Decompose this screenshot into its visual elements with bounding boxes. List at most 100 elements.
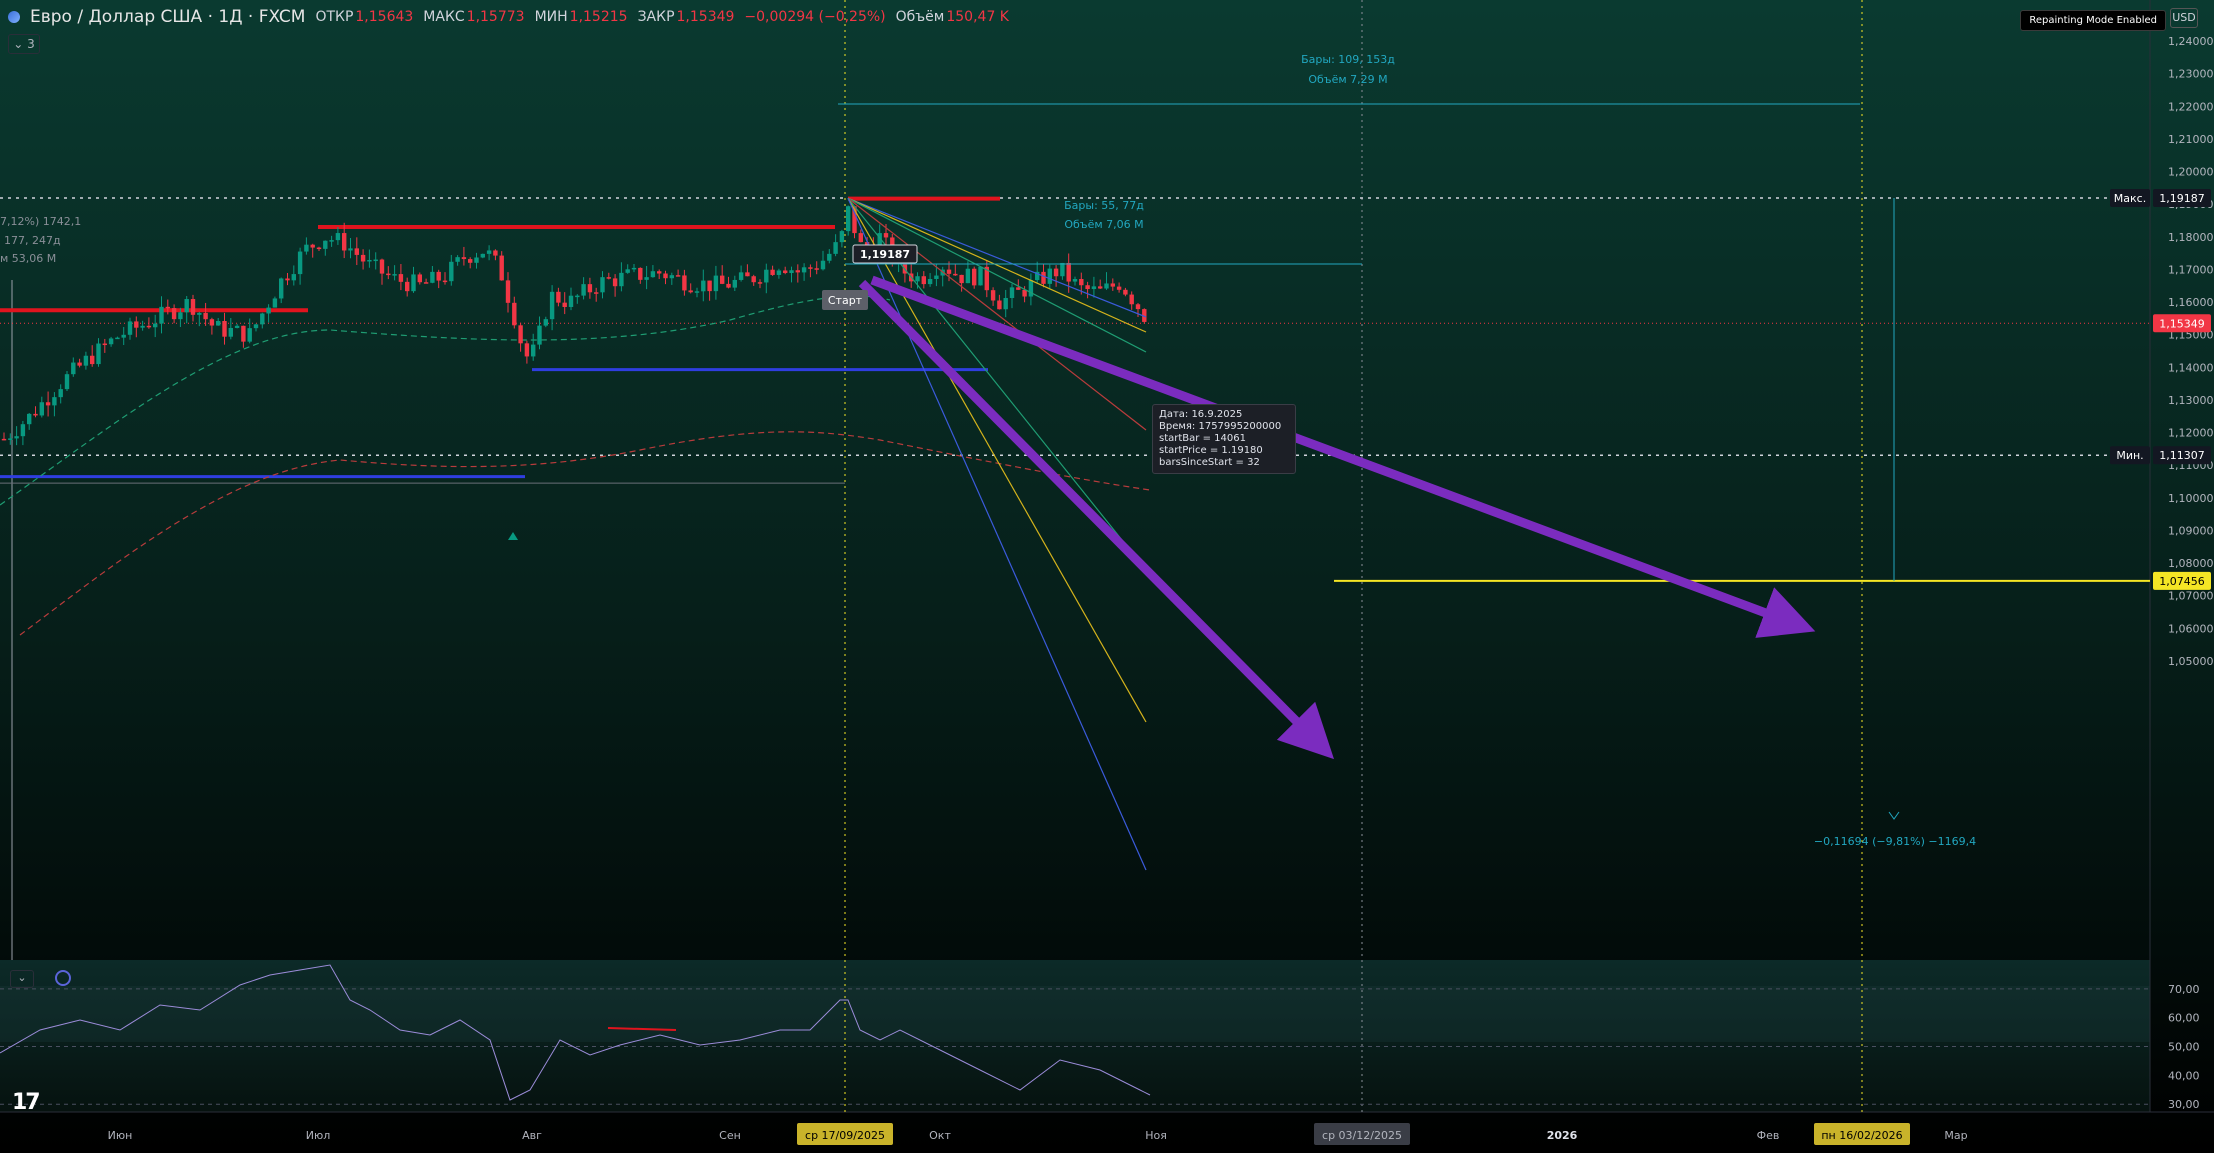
candle-body bbox=[203, 312, 208, 320]
candle-body bbox=[1135, 304, 1141, 310]
candle-body bbox=[39, 402, 44, 416]
price-marker-value: 1,11307 bbox=[2159, 449, 2205, 462]
candle-body bbox=[877, 233, 882, 252]
candle-body bbox=[493, 250, 498, 256]
candle-body bbox=[272, 298, 278, 308]
script-tooltip: Дата: 16.9.2025 Время: 1757995200000 sta… bbox=[1152, 404, 1296, 474]
candle-body bbox=[587, 284, 593, 293]
candle-body bbox=[537, 325, 542, 345]
x-axis-label: 2026 bbox=[1547, 1129, 1578, 1142]
left-measure-text: 177, 247д bbox=[4, 234, 61, 247]
candle-body bbox=[1035, 271, 1040, 281]
candle-body bbox=[1, 438, 7, 441]
candle-body bbox=[71, 362, 76, 375]
candle-body bbox=[234, 325, 240, 328]
candle-body bbox=[1110, 283, 1115, 287]
tooltip-line: barsSinceStart = 32 bbox=[1159, 457, 1260, 468]
candle-body bbox=[373, 259, 378, 262]
candle-body bbox=[140, 325, 145, 328]
rsi-settings-icon[interactable] bbox=[55, 970, 71, 986]
y-axis-tick: 1,22000 bbox=[2168, 100, 2214, 113]
candle-body bbox=[323, 240, 328, 249]
repainting-badge: Repainting Mode Enabled bbox=[2020, 10, 2166, 31]
candle-body bbox=[738, 272, 744, 280]
candle-body bbox=[108, 338, 114, 345]
candle-body bbox=[417, 274, 422, 283]
candle-body bbox=[707, 280, 712, 292]
candle-body bbox=[927, 278, 933, 285]
rsi-line bbox=[0, 964, 1151, 1101]
candle-body bbox=[316, 247, 322, 250]
left-measure-text: м 53,06 M bbox=[0, 252, 56, 265]
target-arrow-tip bbox=[1888, 811, 1900, 820]
candle-body bbox=[146, 325, 152, 328]
candle-body bbox=[688, 290, 693, 293]
candle-body bbox=[216, 320, 221, 326]
y-axis-tick: 1,06000 bbox=[2168, 622, 2214, 635]
rsi-collapse-button[interactable]: ⌄ bbox=[10, 970, 34, 988]
candle-body bbox=[864, 242, 870, 247]
candle-body bbox=[310, 244, 315, 248]
rsi-axis-tick: 50,00 bbox=[2168, 1041, 2200, 1054]
y-axis-tick: 1,18000 bbox=[2168, 231, 2214, 244]
price-marker-label-box bbox=[2110, 189, 2150, 208]
fan-line bbox=[847, 197, 1147, 353]
indicator-count: 3 bbox=[27, 37, 35, 51]
volume-label: Объём bbox=[895, 9, 945, 25]
signal-triangle bbox=[508, 532, 518, 540]
candle-body bbox=[178, 312, 183, 320]
candle-body bbox=[197, 312, 202, 315]
candle-body bbox=[776, 270, 782, 275]
candle-body bbox=[190, 299, 196, 315]
candle-body bbox=[694, 291, 700, 293]
candle-body bbox=[745, 272, 750, 277]
x-axis-label: Мар bbox=[1944, 1129, 1967, 1142]
y-axis-tick: 1,08000 bbox=[2168, 557, 2214, 570]
candle-body bbox=[512, 302, 517, 326]
close-value: 1,15349 bbox=[676, 9, 735, 25]
high-label: МАКС bbox=[423, 9, 465, 25]
candle-body bbox=[568, 295, 574, 307]
candle-body bbox=[852, 206, 857, 234]
candle-body bbox=[45, 402, 51, 406]
candle-body bbox=[531, 344, 536, 357]
candle-body bbox=[1047, 268, 1052, 284]
candle-body bbox=[1041, 271, 1046, 284]
candle-body bbox=[1104, 283, 1109, 289]
candle-body bbox=[222, 320, 227, 337]
candle-body bbox=[1060, 262, 1065, 277]
candle-body bbox=[90, 355, 95, 365]
candle-body bbox=[1053, 268, 1059, 277]
candle-body bbox=[801, 267, 807, 273]
candle-body bbox=[663, 273, 668, 279]
x-axis-date-box bbox=[1814, 1123, 1910, 1145]
candle-body bbox=[171, 308, 177, 320]
fan-line bbox=[847, 197, 1147, 333]
currency-button[interactable]: USD bbox=[2170, 8, 2198, 28]
candle-body bbox=[329, 240, 334, 242]
candle-body bbox=[430, 271, 435, 283]
candle-body bbox=[423, 282, 429, 284]
candle-body bbox=[883, 233, 889, 238]
candle-body bbox=[556, 291, 561, 303]
change-value: −0,00294 (−0,25%) bbox=[744, 9, 886, 25]
symbol-title[interactable]: Евро / Доллар США · 1Д · FXCM bbox=[30, 7, 306, 27]
candle-body bbox=[480, 253, 485, 258]
indicators-toggle[interactable]: ⌄ 3 bbox=[8, 34, 40, 54]
candle-body bbox=[285, 278, 290, 281]
x-axis-label: Июн bbox=[108, 1129, 133, 1142]
candle-body bbox=[1016, 287, 1021, 290]
price-marker-label: Мин. bbox=[2116, 449, 2143, 462]
candle-body bbox=[1003, 298, 1008, 310]
price-marker-value: 1,07456 bbox=[2159, 575, 2205, 588]
candle-body bbox=[921, 276, 926, 285]
price-marker-label-box bbox=[2110, 446, 2150, 465]
left-measure-text: 7,12%) 1742,1 bbox=[0, 215, 81, 228]
candle-body bbox=[291, 274, 296, 281]
measure-1-volume: Объём 7,29 M bbox=[1308, 73, 1387, 86]
candle-body bbox=[1142, 309, 1147, 322]
candle-body bbox=[8, 438, 13, 440]
lower-band bbox=[19, 431, 1151, 636]
candle-body bbox=[52, 397, 57, 406]
